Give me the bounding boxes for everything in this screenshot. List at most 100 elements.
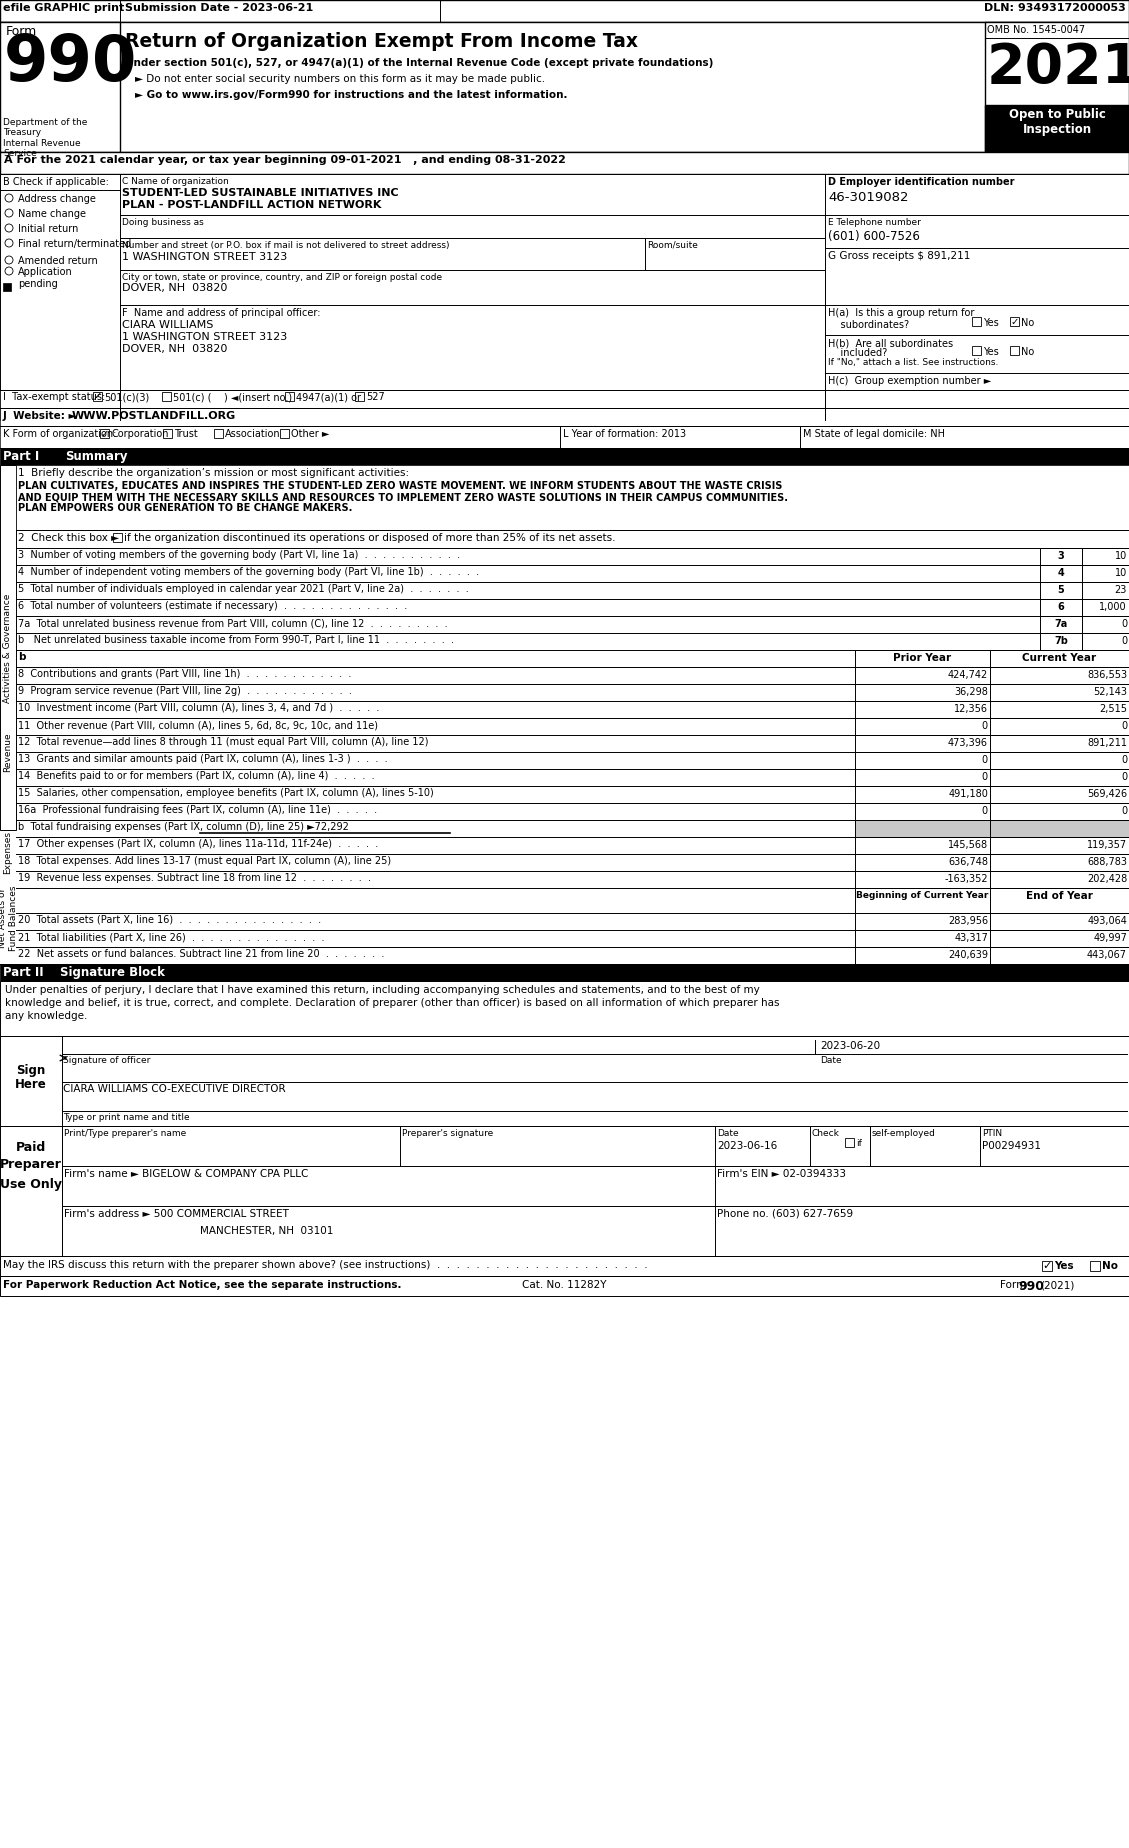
- Text: 6  Total number of volunteers (estimate if necessary)  .  .  .  .  .  .  .  .  .: 6 Total number of volunteers (estimate i…: [18, 601, 408, 612]
- Bar: [1040, 634, 1082, 650]
- Text: 0: 0: [1121, 772, 1127, 782]
- Bar: [1010, 346, 1019, 355]
- Text: Signature of officer: Signature of officer: [63, 1055, 150, 1064]
- Text: ✓: ✓: [1042, 1260, 1052, 1271]
- Text: b: b: [18, 652, 26, 662]
- Text: Yes: Yes: [1054, 1260, 1074, 1271]
- Text: May the IRS discuss this return with the preparer shown above? (see instructions: May the IRS discuss this return with the…: [3, 1260, 648, 1270]
- Text: 2  Check this box ►: 2 Check this box ►: [18, 532, 120, 543]
- Text: 2023-06-16: 2023-06-16: [717, 1140, 777, 1151]
- Bar: [93, 392, 102, 401]
- Text: efile GRAPHIC print: efile GRAPHIC print: [3, 4, 124, 13]
- Text: K Form of organization:: K Form of organization:: [3, 429, 116, 440]
- Text: For Paperwork Reduction Act Notice, see the separate instructions.: For Paperwork Reduction Act Notice, see …: [3, 1281, 402, 1290]
- Bar: [0, 174, 1129, 419]
- Text: 119,357: 119,357: [1087, 841, 1127, 850]
- Text: 1 WASHINGTON STREET 3123: 1 WASHINGTON STREET 3123: [122, 333, 287, 342]
- Text: Check: Check: [812, 1129, 840, 1138]
- Text: 14  Benefits paid to or for members (Part IX, column (A), line 4)  .  .  .  .  .: 14 Benefits paid to or for members (Part…: [18, 771, 375, 782]
- Text: If "No," attach a list. See instructions.: If "No," attach a list. See instructions…: [828, 359, 998, 368]
- Text: if the organization discontinued its operations or disposed of more than 25% of : if the organization discontinued its ope…: [124, 532, 615, 543]
- Bar: [355, 392, 364, 401]
- Text: MANCHESTER, NH  03101: MANCHESTER, NH 03101: [200, 1225, 333, 1236]
- Text: ✓: ✓: [1010, 316, 1018, 327]
- Text: 1  Briefly describe the organization’s mission or most significant activities:: 1 Briefly describe the organization’s mi…: [18, 468, 409, 479]
- Text: 49,997: 49,997: [1093, 933, 1127, 942]
- Bar: [855, 889, 990, 913]
- Text: Yes: Yes: [983, 347, 999, 357]
- Bar: [855, 769, 990, 785]
- Text: DOVER, NH  03820: DOVER, NH 03820: [122, 283, 227, 294]
- Bar: [855, 913, 990, 930]
- Bar: [984, 105, 1129, 152]
- Bar: [990, 785, 1129, 804]
- Text: 7b: 7b: [1054, 636, 1068, 647]
- Bar: [990, 769, 1129, 785]
- Text: -163,352: -163,352: [944, 874, 988, 883]
- Text: H(c)  Group exemption number ►: H(c) Group exemption number ►: [828, 375, 991, 386]
- Text: M State of legal domicile: NH: M State of legal domicile: NH: [803, 429, 945, 440]
- Text: Part I: Part I: [3, 451, 40, 464]
- Text: PLAN EMPOWERS OUR GENERATION TO BE CHANGE MAKERS.: PLAN EMPOWERS OUR GENERATION TO BE CHANG…: [18, 503, 352, 514]
- Text: Use Only: Use Only: [0, 1177, 62, 1190]
- Text: 491,180: 491,180: [948, 789, 988, 798]
- Bar: [984, 22, 1129, 152]
- Text: ► Go to www.irs.gov/Form990 for instructions and the latest information.: ► Go to www.irs.gov/Form990 for instruct…: [135, 91, 568, 100]
- Text: Date: Date: [820, 1055, 841, 1064]
- Bar: [163, 429, 172, 438]
- Text: 990: 990: [1018, 1281, 1044, 1294]
- Bar: [990, 889, 1129, 913]
- Text: 0: 0: [1121, 721, 1127, 732]
- Text: 23: 23: [1114, 586, 1127, 595]
- Bar: [0, 152, 1129, 174]
- Text: No: No: [1102, 1260, 1118, 1271]
- Text: 36,298: 36,298: [954, 687, 988, 697]
- Text: Paid: Paid: [16, 1140, 46, 1153]
- Text: Sign: Sign: [17, 1064, 45, 1077]
- Text: 4  Number of independent voting members of the governing body (Part VI, line 1b): 4 Number of independent voting members o…: [18, 567, 479, 577]
- Bar: [844, 1138, 854, 1148]
- Text: 891,211: 891,211: [1087, 737, 1127, 748]
- Bar: [3, 283, 11, 290]
- Text: DLN: 93493172000053: DLN: 93493172000053: [984, 4, 1126, 13]
- Text: (601) 600-7526: (601) 600-7526: [828, 229, 920, 242]
- Bar: [0, 981, 1129, 1037]
- Bar: [990, 736, 1129, 752]
- Bar: [0, 1275, 1129, 1295]
- Text: STUDENT-LED SUSTAINABLE INITIATIVES INC: STUDENT-LED SUSTAINABLE INITIATIVES INC: [122, 188, 399, 198]
- Text: 10: 10: [1114, 551, 1127, 562]
- Bar: [855, 837, 990, 854]
- Text: 145,568: 145,568: [948, 841, 988, 850]
- Bar: [0, 1125, 1129, 1257]
- Text: 21  Total liabilities (Part X, line 26)  .  .  .  .  .  .  .  .  .  .  .  .  .  : 21 Total liabilities (Part X, line 26) .…: [18, 931, 324, 942]
- Bar: [855, 719, 990, 736]
- Text: PLAN - POST-LANDFILL ACTION NETWORK: PLAN - POST-LANDFILL ACTION NETWORK: [122, 200, 382, 211]
- Bar: [990, 700, 1129, 719]
- Text: Amended return: Amended return: [18, 257, 98, 266]
- Text: 10  Investment income (Part VIII, column (A), lines 3, 4, and 7d )  .  .  .  .  : 10 Investment income (Part VIII, column …: [18, 702, 379, 713]
- Bar: [0, 447, 1129, 466]
- Bar: [855, 752, 990, 769]
- Text: 2023-06-20: 2023-06-20: [820, 1040, 881, 1052]
- Bar: [1042, 1260, 1052, 1271]
- Text: 527: 527: [366, 392, 385, 403]
- Text: 6: 6: [1058, 602, 1065, 612]
- Text: any knowledge.: any knowledge.: [5, 1011, 87, 1020]
- Text: Room/suite: Room/suite: [647, 240, 698, 249]
- Bar: [1082, 615, 1129, 634]
- Text: 0: 0: [1121, 636, 1127, 647]
- Text: 4: 4: [1058, 567, 1065, 578]
- Bar: [855, 785, 990, 804]
- Text: ✓: ✓: [100, 429, 108, 438]
- Text: C Name of organization: C Name of organization: [122, 177, 229, 187]
- Text: AND EQUIP THEM WITH THE NECESSARY SKILLS AND RESOURCES TO IMPLEMENT ZERO WASTE S: AND EQUIP THEM WITH THE NECESSARY SKILLS…: [18, 492, 788, 503]
- Text: Part II: Part II: [3, 967, 44, 979]
- Text: G Gross receipts $ 891,211: G Gross receipts $ 891,211: [828, 251, 970, 261]
- Text: 10: 10: [1114, 567, 1127, 578]
- Text: 20  Total assets (Part X, line 16)  .  .  .  .  .  .  .  .  .  .  .  .  .  .  . : 20 Total assets (Part X, line 16) . . . …: [18, 915, 321, 926]
- Text: PLAN CULTIVATES, EDUCATES AND INSPIRES THE STUDENT-LED ZERO WASTE MOVEMENT. WE I: PLAN CULTIVATES, EDUCATES AND INSPIRES T…: [18, 480, 782, 492]
- Bar: [990, 650, 1129, 667]
- Text: 13  Grants and similar amounts paid (Part IX, column (A), lines 1-3 )  .  .  .  : 13 Grants and similar amounts paid (Part…: [18, 754, 387, 763]
- Text: Signature Block: Signature Block: [60, 967, 165, 979]
- Bar: [0, 390, 1129, 408]
